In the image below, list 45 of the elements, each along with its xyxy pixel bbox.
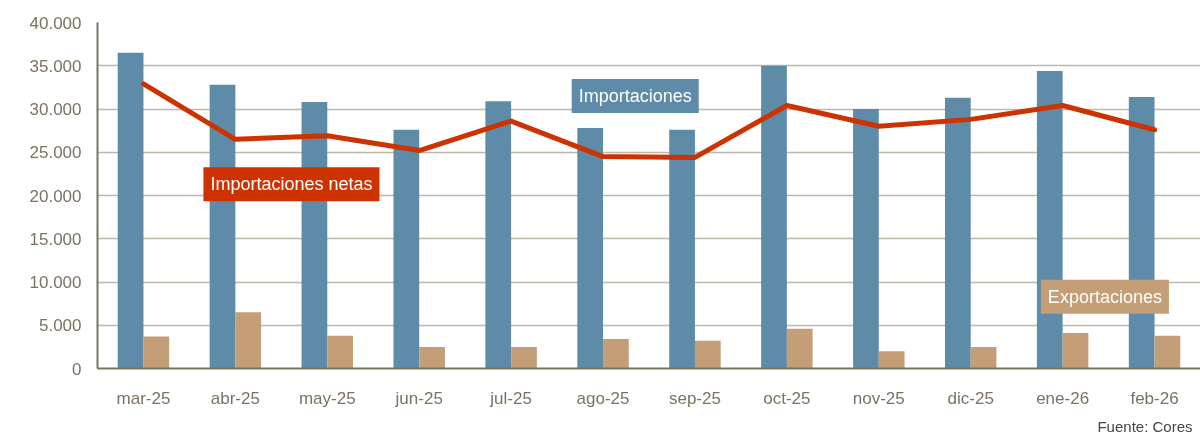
x-tick-label: jun-25 [394, 388, 443, 408]
bar [878, 351, 905, 369]
bar [694, 340, 721, 369]
y-tick-label: 25.000 [29, 143, 82, 163]
bar [419, 346, 445, 369]
bar [603, 339, 629, 369]
y-tick-label: 20.000 [29, 186, 82, 206]
y-tick-label: 0 [72, 359, 82, 379]
x-tick-label: dic-25 [947, 388, 994, 408]
bar [970, 346, 997, 369]
bar [327, 335, 354, 369]
bar [143, 336, 170, 369]
x-tick-label: nov-25 [852, 388, 905, 408]
y-tick-label: 15.000 [29, 229, 82, 249]
bar [786, 328, 813, 369]
x-tick-label: mar-25 [116, 388, 171, 408]
x-tick-label: ago-25 [576, 388, 630, 408]
bar [853, 109, 879, 369]
x-tick-label: sep-25 [668, 388, 721, 408]
x-tick-label: may-25 [298, 388, 356, 408]
x-tick-label: abr-25 [210, 388, 260, 408]
bar [1154, 335, 1181, 369]
bar [235, 312, 262, 369]
bar [485, 101, 512, 369]
bar [511, 346, 537, 369]
source-note: Fuente: Cores [1097, 417, 1193, 435]
x-tick-label: jul-25 [489, 388, 532, 408]
bar [117, 52, 144, 369]
y-tick-label: 5.000 [38, 316, 82, 336]
x-tick-label: oct-25 [763, 388, 811, 408]
bar [393, 129, 420, 369]
bar [577, 128, 604, 369]
series-label: Importaciones [578, 86, 692, 107]
y-tick-label: 35.000 [29, 56, 82, 76]
bar [944, 97, 971, 369]
series-label: Exportaciones [1047, 286, 1162, 307]
bar [1062, 333, 1089, 369]
y-tick-label: 30.000 [29, 100, 82, 119]
y-tick-label: 10.000 [29, 273, 82, 292]
y-tick-label: 40.000 [29, 13, 82, 33]
series-label: Importaciones netas [210, 174, 373, 195]
x-tick-label: ene-26 [1036, 388, 1090, 408]
bar [761, 65, 787, 369]
bar [669, 129, 695, 369]
x-tick-label: feb-26 [1130, 388, 1179, 408]
